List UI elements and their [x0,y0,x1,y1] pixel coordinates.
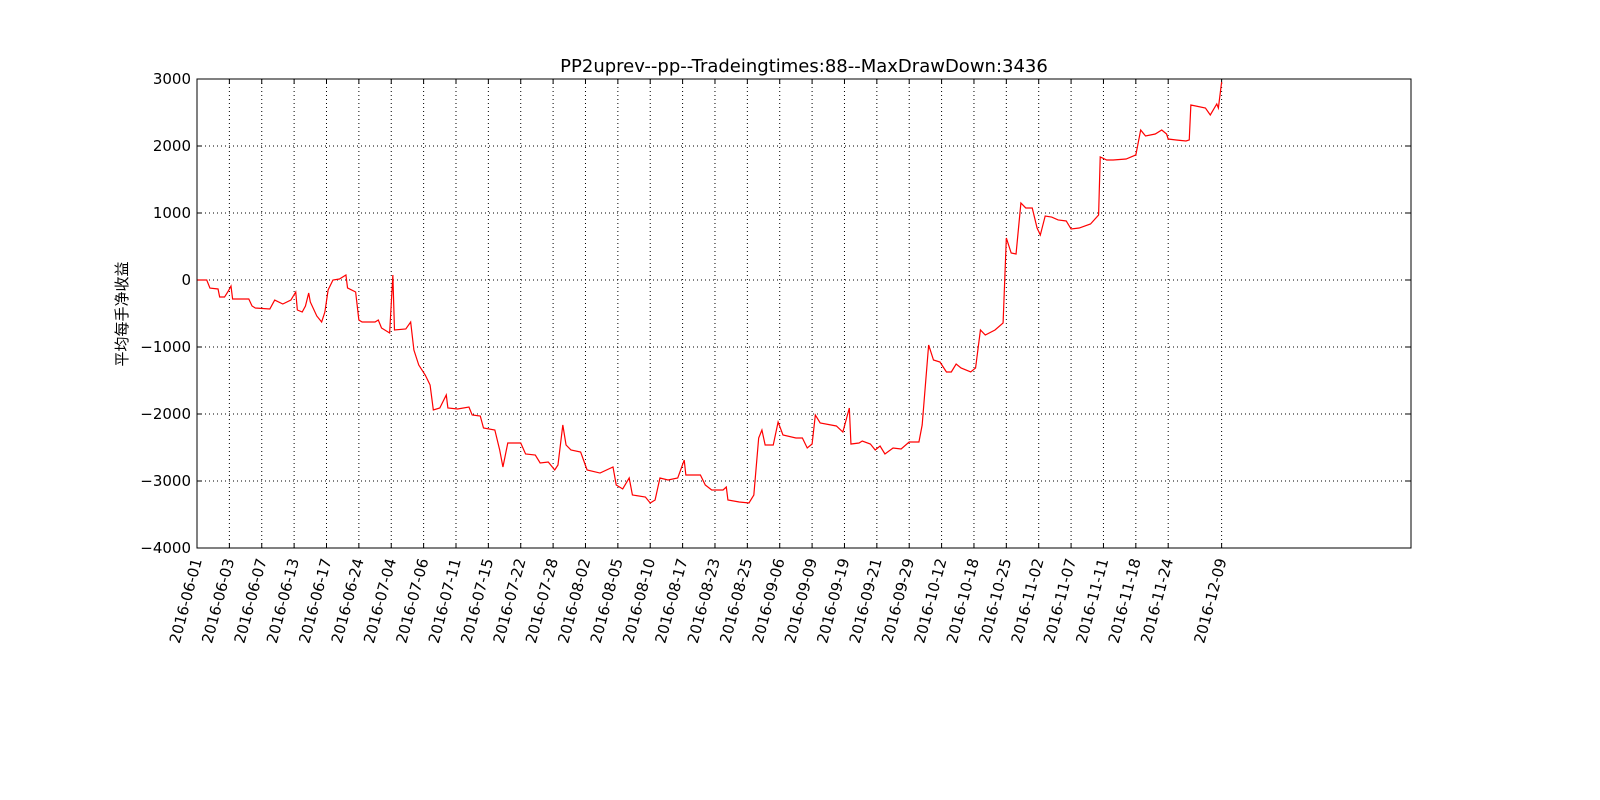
plot-frame [196,78,1412,549]
y-tick-label: −1000 [140,338,191,356]
y-tick-label: −2000 [140,405,191,423]
y-tick-label: 3000 [153,70,191,88]
x-tick-label: 2016-11-24 [1137,556,1177,645]
chart-title: PP2uprev--pp--Tradeingtimes:88--MaxDrawD… [560,56,1048,77]
y-tick-label: 2000 [153,137,191,155]
y-tick-label: −3000 [140,472,191,490]
y-tick-label: −4000 [140,539,191,557]
y-tick-label: 0 [181,271,191,289]
y-tick-label: 1000 [153,204,191,222]
line-series [197,81,1223,504]
y-axis-label: 平均每手净收益 [113,261,131,366]
x-tick-label: 2016-12-09 [1191,556,1231,645]
